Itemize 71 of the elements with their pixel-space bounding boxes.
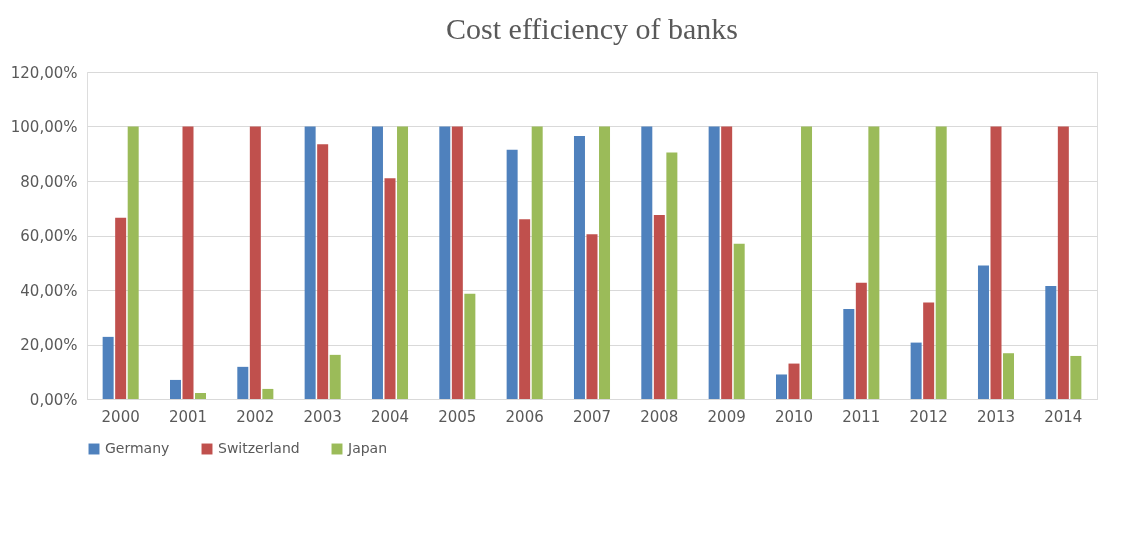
x-tick-label: 2001 bbox=[168, 407, 208, 426]
bar bbox=[304, 126, 316, 399]
y-tick-label: 40,00% bbox=[20, 281, 78, 300]
bar bbox=[464, 293, 476, 399]
bar bbox=[910, 342, 922, 399]
x-tick-label: 2003 bbox=[303, 407, 342, 426]
bar bbox=[262, 388, 274, 399]
bar bbox=[855, 282, 867, 399]
x-tick-label: 2010 bbox=[774, 407, 814, 426]
bar bbox=[519, 219, 531, 399]
bar bbox=[102, 336, 114, 399]
bar bbox=[115, 217, 127, 399]
y-tick-label: 0,00% bbox=[29, 390, 78, 409]
bar bbox=[1045, 285, 1057, 399]
bar bbox=[384, 178, 396, 399]
bar bbox=[641, 126, 653, 399]
chart-title: Cost efficiency of banks bbox=[446, 12, 738, 45]
bar bbox=[371, 126, 383, 399]
y-tick-label: 80,00% bbox=[20, 172, 78, 191]
y-tick-label: 20,00% bbox=[20, 336, 78, 354]
x-tick-label: 2002 bbox=[236, 407, 275, 426]
x-tick-label: 2012 bbox=[909, 407, 948, 426]
legend-label: Germany bbox=[105, 440, 170, 456]
bar bbox=[531, 126, 543, 399]
bar bbox=[923, 302, 935, 399]
bar bbox=[733, 243, 745, 399]
y-tick-label: 100,00% bbox=[10, 118, 78, 136]
bar bbox=[1057, 126, 1069, 399]
bar bbox=[439, 126, 451, 399]
bar bbox=[599, 126, 611, 399]
x-tick-label: 2006 bbox=[505, 407, 544, 426]
x-tick-label: 2005 bbox=[438, 407, 477, 426]
x-tick-label: 2013 bbox=[976, 407, 1016, 426]
bar bbox=[721, 126, 733, 399]
bar bbox=[127, 126, 139, 399]
bar bbox=[977, 265, 989, 399]
bar bbox=[317, 144, 329, 399]
legend-label: Japan bbox=[347, 440, 388, 456]
bar bbox=[666, 152, 678, 399]
bar bbox=[801, 126, 813, 399]
x-tick-label: 2004 bbox=[370, 407, 410, 426]
bar bbox=[195, 393, 207, 399]
bar bbox=[506, 149, 518, 399]
x-tick-label: 2008 bbox=[640, 407, 679, 426]
x-tick-label: 2014 bbox=[1044, 407, 1083, 426]
bar bbox=[237, 366, 249, 399]
legend-label: Switzerland bbox=[218, 440, 300, 456]
bar bbox=[397, 126, 409, 399]
bar bbox=[1070, 355, 1082, 399]
bar bbox=[169, 379, 181, 399]
bar bbox=[788, 363, 800, 399]
bar bbox=[182, 126, 194, 399]
x-tick-label: 2009 bbox=[707, 407, 746, 426]
bar bbox=[843, 309, 855, 399]
x-tick-label: 2000 bbox=[101, 407, 140, 426]
bar bbox=[935, 126, 947, 399]
x-tick-label: 2007 bbox=[572, 407, 612, 426]
bar bbox=[573, 136, 585, 399]
bar bbox=[775, 374, 787, 399]
bar bbox=[1003, 353, 1015, 399]
bar bbox=[990, 126, 1002, 399]
bar bbox=[653, 215, 665, 399]
bar bbox=[249, 126, 261, 399]
bar bbox=[451, 126, 463, 399]
bar bbox=[868, 126, 880, 399]
bar bbox=[329, 354, 341, 399]
bar bbox=[708, 126, 720, 399]
bar bbox=[586, 234, 598, 399]
y-tick-label: 60,00% bbox=[20, 227, 78, 245]
x-tick-label: 2011 bbox=[842, 407, 881, 426]
y-tick-label: 120,00% bbox=[10, 63, 78, 82]
